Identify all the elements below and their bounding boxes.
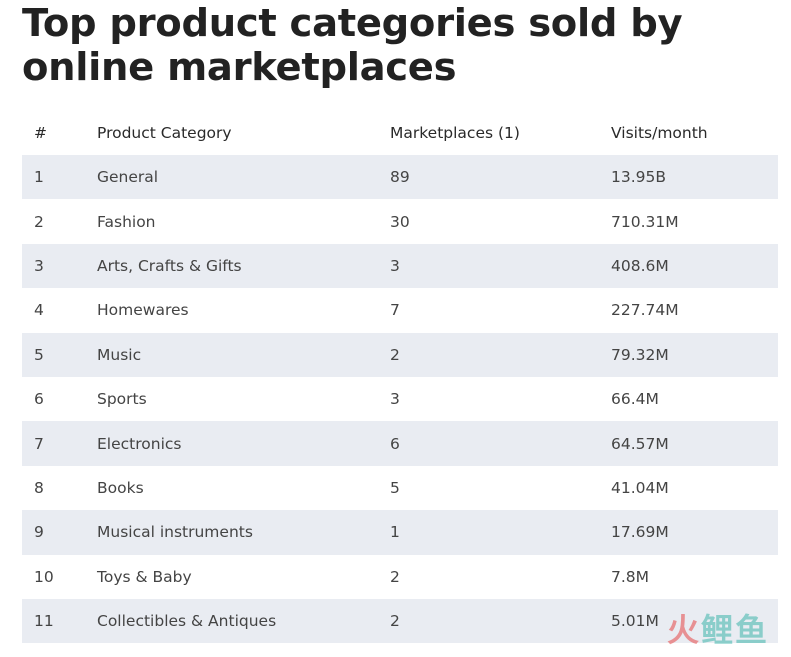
cell-category: Collectibles & Antiques	[97, 598, 390, 644]
cell-marketplaces: 3	[390, 243, 611, 289]
cell-visits: 17.69M	[611, 510, 778, 555]
header-category: Product Category	[97, 124, 232, 142]
cell-rank: 9	[22, 510, 97, 555]
cell-rank: 8	[22, 465, 97, 511]
cell-marketplaces: 1	[390, 510, 611, 555]
cell-visits: 13.95B	[611, 155, 778, 200]
cell-visits: 408.6M	[611, 243, 778, 289]
table-row: 9 Musical instruments 1 17.69M	[22, 510, 778, 555]
cell-visits: 7.8M	[611, 554, 778, 599]
table-row: 1 General 89 13.95B	[22, 155, 778, 200]
cell-visits: 710.31M	[611, 199, 778, 244]
cell-category: Fashion	[97, 199, 390, 244]
cell-marketplaces: 89	[390, 155, 611, 200]
cell-rank: 11	[22, 598, 97, 644]
cell-marketplaces: 2	[390, 598, 611, 644]
cell-marketplaces: 6	[390, 421, 611, 466]
cell-visits: 66.4M	[611, 376, 778, 422]
cell-rank: 4	[22, 288, 97, 333]
cell-category: Electronics	[97, 421, 390, 466]
cell-rank: 10	[22, 554, 97, 599]
cell-category: Sports	[97, 376, 390, 422]
table-header-row: # Product Category Marketplaces (1) Visi…	[22, 111, 778, 155]
cell-visits: 79.32M	[611, 332, 778, 377]
table-row: 8 Books 5 41.04M	[22, 465, 778, 511]
cell-rank: 6	[22, 376, 97, 422]
header-marketplaces: Marketplaces (1)	[390, 124, 520, 142]
cell-marketplaces: 2	[390, 554, 611, 599]
table-row: 7 Electronics 6 64.57M	[22, 421, 778, 466]
cell-marketplaces: 3	[390, 376, 611, 422]
cell-category: Arts, Crafts & Gifts	[97, 243, 390, 289]
categories-table: # Product Category Marketplaces (1) Visi…	[22, 111, 778, 644]
table-row: 3 Arts, Crafts & Gifts 3 408.6M	[22, 243, 778, 289]
cell-marketplaces: 30	[390, 199, 611, 244]
cell-visits: 5.01M	[611, 598, 778, 644]
page-title: Top product categories sold by online ma…	[22, 1, 683, 90]
table-row: 11 Collectibles & Antiques 2 5.01M	[22, 598, 778, 644]
table-row: 6 Sports 3 66.4M	[22, 376, 778, 422]
cell-rank: 7	[22, 421, 97, 466]
cell-category: Music	[97, 332, 390, 377]
cell-visits: 227.74M	[611, 288, 778, 333]
cell-rank: 1	[22, 155, 97, 200]
table-row: 4 Homewares 7 227.74M	[22, 288, 778, 333]
header-rank: #	[34, 124, 47, 142]
table-row: 2 Fashion 30 710.31M	[22, 199, 778, 244]
cell-category: General	[97, 155, 390, 200]
cell-rank: 3	[22, 243, 97, 289]
cell-marketplaces: 5	[390, 465, 611, 511]
table-row: 10 Toys & Baby 2 7.8M	[22, 554, 778, 599]
table-row: 5 Music 2 79.32M	[22, 332, 778, 377]
cell-marketplaces: 7	[390, 288, 611, 333]
cell-rank: 2	[22, 199, 97, 244]
cell-rank: 5	[22, 332, 97, 377]
cell-marketplaces: 2	[390, 332, 611, 377]
cell-category: Musical instruments	[97, 510, 390, 555]
cell-category: Books	[97, 465, 390, 511]
cell-visits: 64.57M	[611, 421, 778, 466]
header-visits: Visits/month	[611, 124, 708, 142]
cell-visits: 41.04M	[611, 465, 778, 511]
cell-category: Toys & Baby	[97, 554, 390, 599]
cell-category: Homewares	[97, 288, 390, 333]
